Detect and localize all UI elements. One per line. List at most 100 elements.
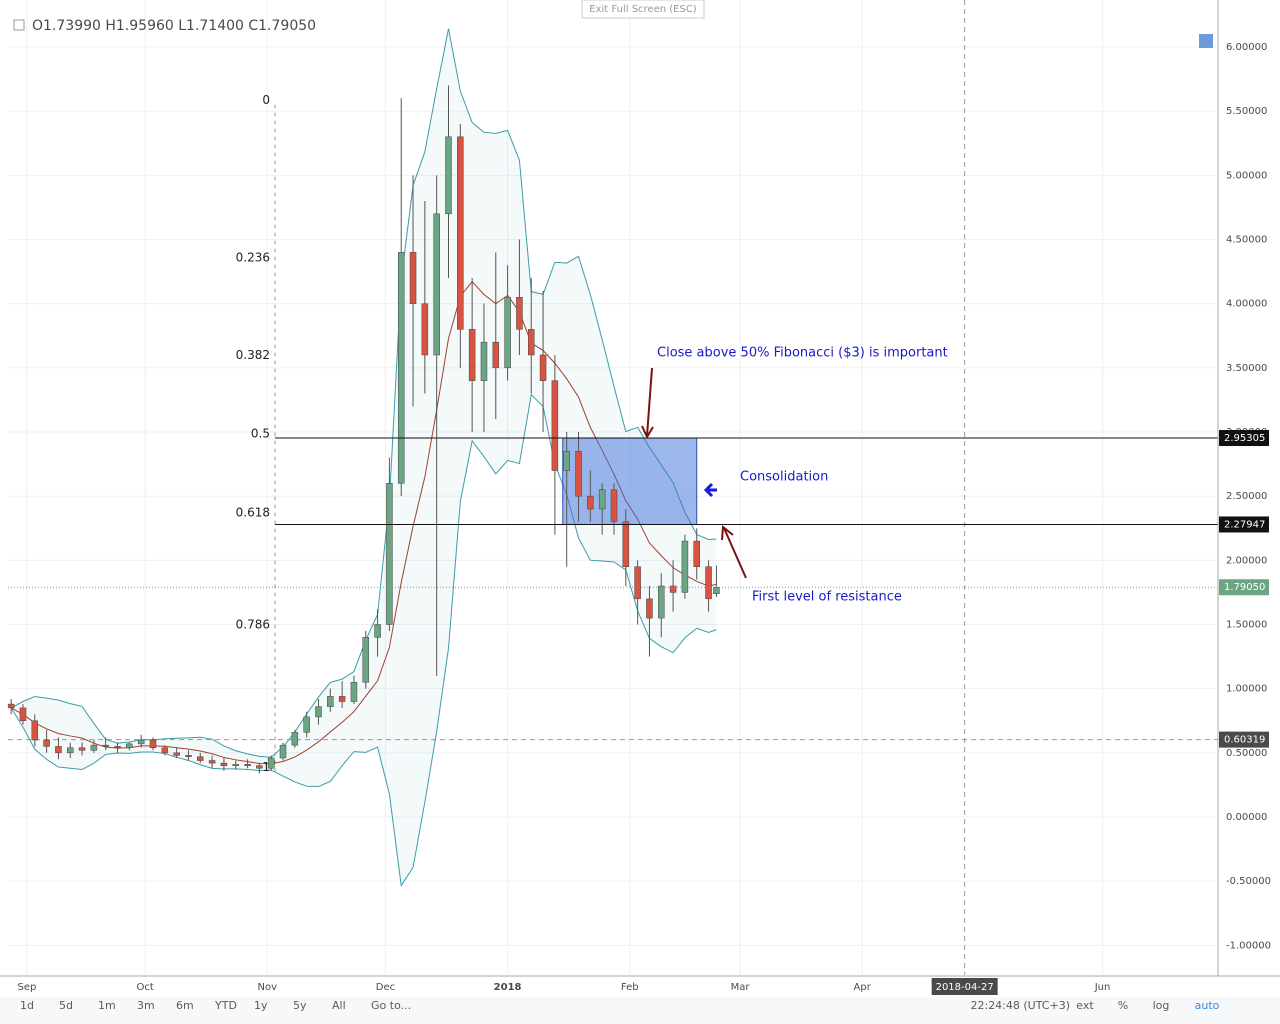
candle-body: [409, 252, 417, 304]
range-button[interactable]: 6m: [176, 999, 194, 1012]
level-label: 2.95305: [1224, 433, 1265, 444]
annotation: First level of resistance: [752, 590, 902, 605]
candle-body: [421, 303, 429, 356]
last-price: 1.79050: [1224, 582, 1265, 593]
cursor-price-box: [1219, 731, 1269, 748]
candle-body: [575, 450, 582, 497]
candle-body: [516, 296, 523, 330]
y-tick-label: 6.00000: [1226, 42, 1267, 53]
ohlc-header: O1.73990 H1.95960 L1.71400 C1.79050: [32, 18, 316, 34]
range-button[interactable]: 3m: [137, 999, 155, 1012]
y-tick-label: 1.00000: [1226, 684, 1267, 695]
x-tick-label: 2018: [494, 982, 522, 993]
y-tick-label: 0.50000: [1226, 748, 1267, 759]
x-tick-label: Oct: [136, 982, 153, 993]
fib-level: 0.786: [236, 617, 270, 631]
y-tick-label: 3.50000: [1226, 363, 1267, 374]
candle-body: [267, 757, 275, 769]
range-button[interactable]: 1y: [254, 999, 268, 1012]
candle-body: [220, 762, 228, 766]
arrow: [641, 367, 654, 440]
candle-body: [669, 585, 677, 593]
candle-body: [185, 755, 192, 757]
candle-body: [137, 739, 145, 745]
annotation: Consolidation: [740, 470, 828, 485]
annotation: Close above 50% Fibonacci ($3) is import…: [657, 346, 948, 361]
candle-body: [114, 746, 121, 748]
last-price-box: [1219, 579, 1269, 596]
candle-body: [232, 764, 239, 766]
candle-body: [457, 136, 464, 330]
candle-body: [303, 716, 310, 733]
candle-body: [149, 739, 157, 748]
bollinger-lower: [10, 393, 717, 887]
arrow: [721, 525, 747, 579]
candle-body: [78, 747, 86, 751]
candle-body: [480, 341, 488, 381]
option-button[interactable]: auto: [1195, 999, 1220, 1012]
candle-body: [468, 329, 476, 381]
option-button[interactable]: log: [1153, 999, 1170, 1012]
symbol-icon: [13, 19, 25, 31]
candle-body: [527, 329, 535, 356]
consolidation-box: [562, 437, 698, 525]
candle-body: [338, 696, 346, 702]
candle-body: [7, 703, 15, 709]
candle-body: [705, 566, 712, 600]
x-tick-label: Jun: [1094, 982, 1111, 993]
candle-body: [504, 296, 511, 369]
range-button[interactable]: YTD: [214, 999, 237, 1012]
candle-body: [539, 354, 547, 381]
range-button[interactable]: 5d: [59, 999, 73, 1012]
candle-body: [197, 756, 204, 761]
y-tick-label: 4.00000: [1226, 299, 1267, 310]
candle-body: [713, 586, 720, 594]
fib-level: 0.618: [236, 505, 270, 519]
candle-body: [587, 495, 594, 510]
fib-level: 0.236: [236, 250, 270, 264]
y-tick-label: -1.00000: [1226, 940, 1271, 951]
candle-body: [291, 732, 299, 746]
candle-body: [622, 521, 630, 568]
y-tick-label: 1.50000: [1226, 620, 1267, 631]
candle-body: [161, 747, 169, 754]
x-tick-label: Mar: [731, 982, 751, 993]
candle-body: [492, 341, 500, 369]
option-button[interactable]: ext: [1076, 999, 1094, 1012]
candle-body: [433, 213, 440, 356]
candle-body: [646, 598, 653, 619]
exit-fullscreen[interactable]: [581, 0, 705, 19]
candle-body: [208, 760, 216, 764]
candle-body: [610, 489, 618, 523]
y-tick-label: 5.50000: [1226, 106, 1267, 117]
level-label-box: [1219, 516, 1269, 533]
candle-body: [681, 540, 689, 593]
scale-button[interactable]: [1199, 34, 1213, 48]
y-tick-label: -0.50000: [1226, 876, 1271, 887]
candle-body: [445, 136, 452, 215]
candle-body: [244, 764, 251, 766]
range-button[interactable]: All: [332, 999, 346, 1012]
range-button[interactable]: Go to...: [371, 999, 411, 1012]
candle-body: [315, 706, 322, 718]
range-button[interactable]: 5y: [293, 999, 307, 1012]
level-label-box: [1219, 430, 1269, 447]
candle-body: [55, 746, 62, 754]
candle-body: [327, 696, 334, 707]
exit-fullscreen-label[interactable]: Exit Full Screen (ESC): [589, 4, 697, 15]
y-tick-label: 0.00000: [1226, 812, 1267, 823]
candle-body: [43, 739, 50, 747]
option-button[interactable]: %: [1118, 999, 1128, 1012]
fib-level: 0.5: [251, 427, 270, 441]
candle-body: [173, 752, 180, 756]
x-tick-label: Nov: [257, 982, 277, 993]
candle-body: [350, 682, 358, 702]
range-button[interactable]: 1d: [20, 999, 34, 1012]
y-tick-label: 4.50000: [1226, 234, 1267, 245]
level-label: 2.27947: [1224, 519, 1265, 530]
x-tick-label: Feb: [621, 982, 639, 993]
range-button[interactable]: 1m: [98, 999, 116, 1012]
candle-body: [551, 380, 559, 471]
candle-body: [256, 765, 263, 769]
